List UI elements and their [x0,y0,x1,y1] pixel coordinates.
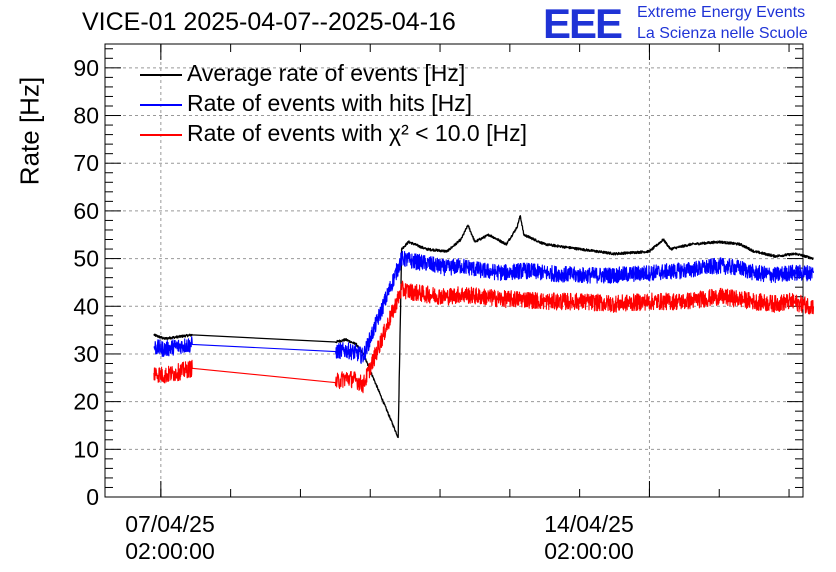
legend-item-hits: Rate of events with hits [Hz] [140,90,620,120]
legend-label: Rate of events with hits [Hz] [187,90,473,116]
logo-line-1: Extreme Energy Events [637,4,806,21]
y-axis-label: Rate [Hz] [14,76,45,186]
x-tick-date: 07/04/25 [125,511,215,537]
y-tick-label: 30 [73,341,99,367]
x-tick-time: 02:00:00 [125,538,215,564]
x-tick-time: 02:00:00 [544,538,634,564]
legend-label: Rate of events with χ² < 10.0 [Hz] [187,120,527,146]
x-tick-label: 07/04/25 02:00:00 [125,511,215,565]
y-tick-label: 10 [73,436,99,462]
legend-item-chi2: Rate of events with χ² < 10.0 [Hz] [140,120,620,150]
eee-logo: EEE [543,0,623,47]
y-tick-label: 70 [73,150,99,176]
x-tick-date: 14/04/25 [544,511,634,537]
chart-title: VICE-01 2025-04-07--2025-04-16 [82,8,456,36]
y-tick-label: 20 [73,389,99,415]
legend-swatch [140,74,182,76]
y-tick-label: 40 [73,293,99,319]
y-tick-label: 0 [86,484,99,510]
y-tick-label: 90 [73,55,99,81]
legend-swatch [140,134,182,136]
x-tick-label: 14/04/25 02:00:00 [544,511,634,565]
legend-swatch [140,104,182,106]
legend-label: Average rate of events [Hz] [187,60,466,86]
legend-item-average: Average rate of events [Hz] [140,60,620,90]
series-line-hits [153,250,815,364]
y-tick-label: 60 [73,198,99,224]
series-line-chi2 [153,280,815,394]
series-line-average [153,215,814,439]
y-tick-label: 80 [73,103,99,129]
logo-line-2: La Scienza nelle Scuole [637,25,808,42]
y-tick-label: 50 [73,246,99,272]
